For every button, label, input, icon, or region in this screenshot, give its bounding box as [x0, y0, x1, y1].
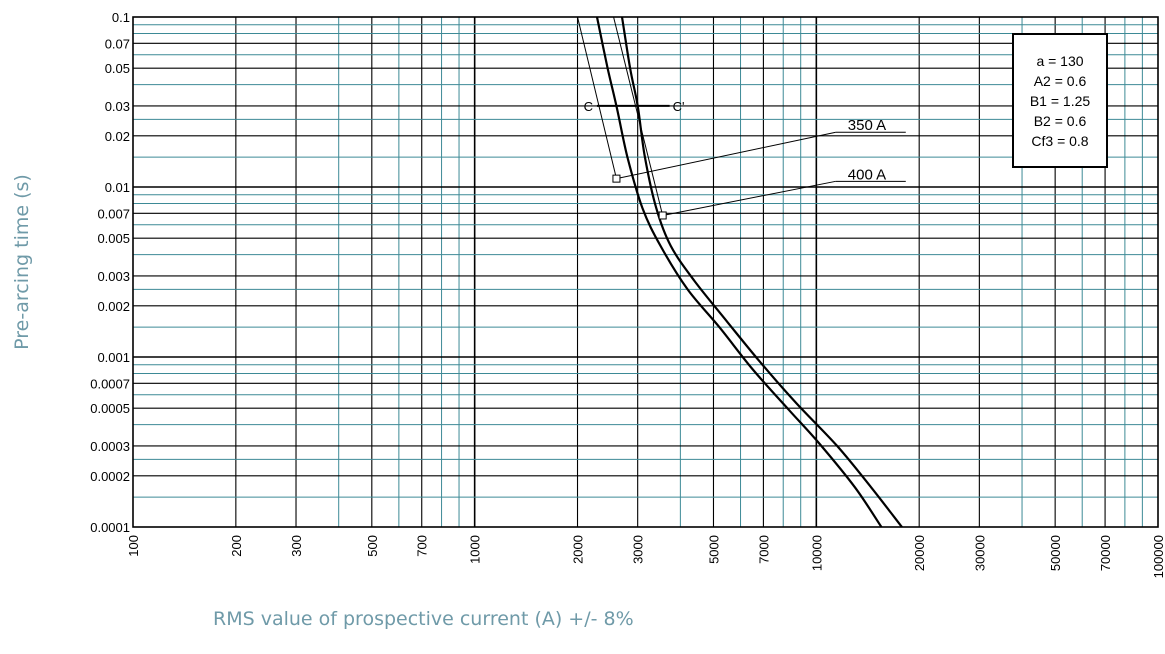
parameter-cf3: Cf3 = 0.8 [1031, 132, 1089, 149]
y-tick-label: 0.07 [105, 36, 130, 51]
y-tick-label: 0.0001 [90, 520, 130, 535]
x-tick-label: 200 [229, 535, 244, 557]
parameter-b1: B1 = 1.25 [1029, 92, 1091, 109]
x-tick-label: 700 [415, 535, 430, 557]
y-tick-label: 0.0002 [90, 469, 130, 484]
callout-label: 400 A [848, 166, 886, 183]
x-tick-label: 20000 [912, 535, 927, 571]
curve-350-a [595, 16, 883, 528]
y-axis-title: Pre-arcing time (s) [11, 174, 33, 350]
y-tick-label: 0.05 [105, 61, 130, 76]
y-tick-label: 0.003 [97, 269, 130, 284]
parameter-a2: A2 = 0.6 [1033, 72, 1087, 89]
construction-line [577, 16, 617, 179]
y-tick-label: 0.005 [97, 231, 130, 246]
y-tick-label: 0.0003 [90, 439, 130, 454]
construction-line [613, 16, 664, 216]
curve-400-a [620, 16, 903, 528]
callout-marker [612, 174, 621, 183]
marks: C C' 350 A 400 A [577, 16, 906, 528]
x-tick-label: 50000 [1048, 535, 1063, 571]
cc-label-left: C [584, 99, 593, 114]
x-axis-title: RMS value of prospective current (A) +/-… [213, 608, 634, 630]
x-tick-label: 70000 [1098, 535, 1113, 571]
y-tick-label: 0.0005 [90, 401, 130, 416]
callout-marker [658, 211, 667, 220]
grid [132, 16, 1159, 528]
x-tick-label: 3000 [631, 535, 646, 564]
x-tick-label: 100 [126, 535, 141, 557]
parameters-box: a = 130 A2 = 0.6 B1 = 1.25 B2 = 0.6 Cf3 … [1012, 33, 1108, 168]
y-tick-label: 0.0007 [90, 376, 130, 391]
parameter-b2: B2 = 0.6 [1033, 112, 1087, 129]
x-tick-label: 7000 [756, 535, 771, 564]
x-tick-label: 1000 [468, 535, 483, 564]
y-tick-label: 0.02 [105, 129, 130, 144]
y-tick-label: 0.03 [105, 99, 130, 114]
plot-frame [132, 16, 1159, 528]
x-tick-label: 30000 [972, 535, 987, 571]
x-tick-label: 10000 [809, 535, 824, 571]
y-tick-label: 0.1 [112, 10, 130, 25]
callout-leader [616, 131, 836, 180]
callout-leader [662, 180, 836, 216]
y-tick-label: 0.007 [97, 206, 130, 221]
x-tick-label: 300 [289, 535, 304, 557]
callout-label: 350 A [848, 117, 886, 134]
x-tick-label: 500 [365, 535, 380, 557]
y-tick-label: 0.002 [97, 299, 130, 314]
parameter-a: a = 130 [1036, 52, 1084, 69]
y-tick-label: 0.01 [105, 180, 130, 195]
x-tick-label: 100000 [1151, 535, 1165, 578]
y-tick-label: 0.001 [97, 350, 130, 365]
tick-labels: 0.1 0.07 0.05 0.03 0.02 0.01 0.007 0.005 0.003 0.… [90, 10, 1165, 578]
x-tick-label: 2000 [571, 535, 586, 564]
x-tick-label: 5000 [706, 535, 721, 564]
cc-label-right: C' [673, 99, 685, 114]
